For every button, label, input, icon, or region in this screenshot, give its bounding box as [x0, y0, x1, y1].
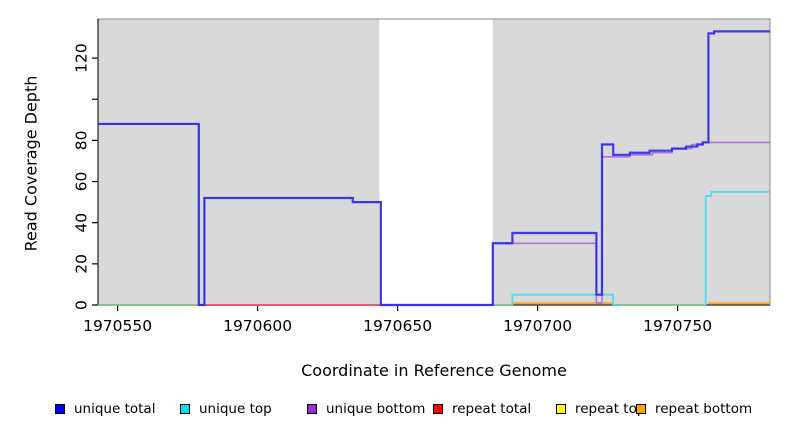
- y-tick-label: 80: [73, 131, 91, 151]
- legend-swatch-icon: [556, 404, 566, 414]
- legend-swatch-icon: [636, 404, 646, 414]
- series-unique-total-line: [98, 30, 770, 307]
- series-unique-top-line: [511, 293, 618, 306]
- legend-swatch-icon: [55, 404, 65, 414]
- legend-swatch-icon: [180, 404, 190, 414]
- legend-item-unique-total: unique total: [55, 398, 155, 420]
- x-tick-label: 1970550: [83, 317, 152, 335]
- legend-swatch-icon: [433, 404, 443, 414]
- legend-swatch-icon: [307, 404, 317, 414]
- legend-label: repeat bottom: [655, 401, 753, 417]
- legend-label: unique bottom: [326, 401, 426, 417]
- legend-label: repeat top: [575, 401, 646, 417]
- legend-item-unique-bottom: unique bottom: [307, 398, 425, 420]
- x-tick-label: 1970700: [503, 317, 572, 335]
- x-tick-label: 1970600: [223, 317, 292, 335]
- legend-label: unique top: [199, 401, 272, 417]
- y-tick-label: 40: [73, 213, 91, 233]
- y-tick-label: 60: [73, 172, 91, 192]
- grey-band-right: [492, 19, 770, 305]
- y-tick-label: 120: [73, 43, 91, 73]
- x-axis-title: Coordinate in Reference Genome: [301, 361, 567, 380]
- legend-label: unique total: [74, 401, 156, 417]
- x-tick-label: 1970650: [363, 317, 432, 335]
- legend-item-repeat-top: repeat top: [556, 398, 645, 420]
- x-tick-label: 1970750: [643, 317, 712, 335]
- legend-label: repeat total: [452, 401, 532, 417]
- legend-item-repeat-bottom: repeat bottom: [636, 398, 752, 420]
- y-tick-label: 20: [73, 254, 91, 274]
- legend-item-repeat-total: repeat total: [433, 398, 531, 420]
- series-unique-top-line: [704, 190, 770, 306]
- legend: unique total unique top unique bottom repea…: [0, 398, 792, 422]
- y-axis-title: Read Coverage Depth: [21, 75, 41, 252]
- legend-item-unique-top: unique top: [180, 398, 272, 420]
- grey-band-left: [98, 19, 380, 305]
- y-tick-label: 0: [73, 300, 91, 310]
